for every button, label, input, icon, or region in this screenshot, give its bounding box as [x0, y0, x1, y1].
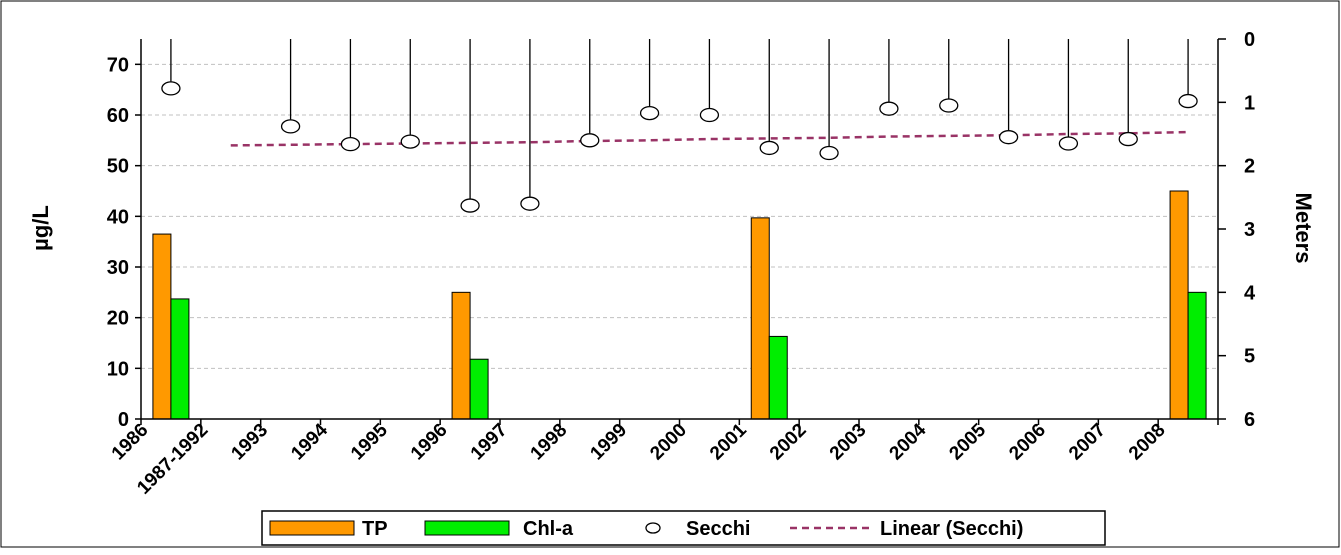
y2-tick-label: 2: [1244, 156, 1255, 178]
y-tick-label: 20: [107, 308, 129, 330]
secchi-marker: [1178, 93, 1198, 109]
legend-swatch-chl-a: [424, 520, 510, 536]
y2-tick-label: 0: [1244, 29, 1255, 51]
y-tick-label: 60: [107, 105, 129, 127]
secchi-marker: [998, 130, 1019, 145]
secchi-marker: [280, 119, 301, 134]
legend-box: [261, 510, 1106, 546]
secchi-marker: [400, 134, 420, 149]
y-tick-label: 70: [107, 54, 129, 76]
bar-tp: [451, 291, 471, 420]
trendline-layer: [230, 130, 1189, 147]
gridlines: [141, 63, 1218, 369]
legend-label: Secchi: [686, 518, 750, 540]
y2-axis-label: Meters: [1291, 193, 1316, 264]
legend-swatch-tp: [269, 520, 355, 536]
y-tick-label: 30: [107, 257, 129, 279]
y2-tick-label: 1: [1244, 92, 1255, 114]
legend-label: TP: [362, 518, 388, 540]
secchi-trendline: [230, 130, 1189, 147]
y-tick-label: 40: [107, 206, 129, 228]
bar-tp: [750, 217, 770, 420]
bar-tp: [152, 233, 172, 420]
legend: TP Chl-a Secchi Linear (Secchi): [261, 510, 1106, 546]
bar-chl-a: [1187, 291, 1207, 420]
y-tick-label: 50: [107, 156, 129, 178]
legend-swatch-secchi: [645, 522, 661, 534]
y2-tick-label: 3: [1244, 219, 1255, 241]
secchi-marker: [580, 133, 600, 148]
legend-label: Linear (Secchi): [880, 518, 1023, 540]
bar-tp: [1169, 190, 1189, 420]
secchi-marker: [161, 81, 181, 96]
y2-tick-label: 4: [1244, 282, 1256, 304]
bar-chl-a: [469, 358, 489, 420]
y-axis-label: µg/L: [28, 205, 53, 251]
secchi-marker: [520, 196, 540, 211]
y2-tick-label: 6: [1244, 409, 1255, 431]
legend-label: Chl-a: [523, 518, 574, 540]
y2-tick-label: 5: [1244, 346, 1255, 368]
bar-chl-a: [768, 335, 788, 420]
y-tick-label: 0: [118, 409, 129, 431]
secchi-marker: [879, 101, 899, 116]
secchi-marker: [1058, 136, 1079, 151]
secchi-markers: [161, 81, 1198, 213]
secchi-marker: [340, 136, 361, 152]
secchi-marker: [699, 107, 720, 123]
secchi-marker: [819, 145, 839, 161]
y-tick-label: 10: [107, 358, 129, 380]
secchi-marker: [460, 198, 480, 213]
secchi-marker: [759, 140, 779, 156]
secchi-marker: [639, 105, 660, 121]
bar-chl-a: [170, 298, 190, 420]
secchi-marker: [939, 98, 959, 113]
secchi-marker: [1118, 131, 1138, 147]
secchi-drop-lines: [170, 39, 1189, 199]
